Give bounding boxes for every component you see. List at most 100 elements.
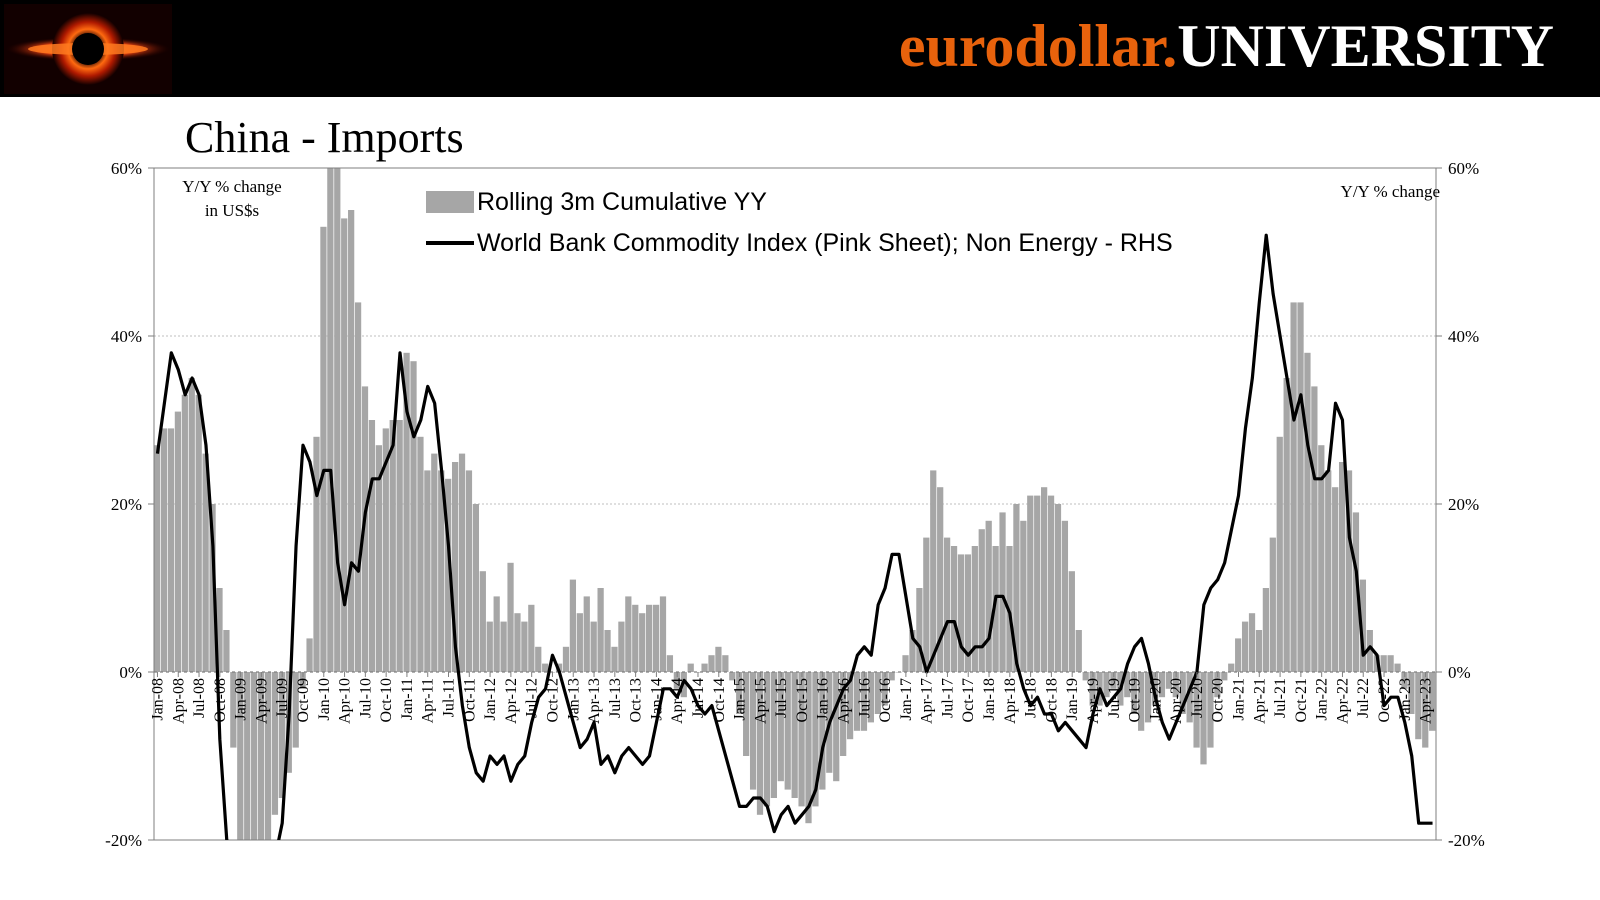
bar [521,621,528,672]
bar [1429,672,1436,731]
bar [1394,663,1401,672]
bar [1061,520,1069,672]
bar [188,378,195,672]
bar [1415,672,1422,740]
y-tick-label: -20% [105,831,142,850]
x-tick-label: Jul-13 [607,678,624,718]
bar [361,386,369,672]
x-tick-label: Jul-16 [856,678,873,718]
bar [1352,512,1360,672]
bar [812,672,819,807]
x-tick-label: Jul-08 [191,678,208,718]
bar [763,672,771,807]
bar [833,672,840,782]
bar [1207,672,1214,748]
bar [583,596,590,672]
y2-tick-label: 40% [1448,327,1479,346]
bar [445,478,452,672]
bar [1380,655,1387,672]
bar [1200,672,1207,765]
bar [278,672,285,798]
x-tick-label: Jan-15 [732,678,749,721]
x-tick-label: Oct-12 [544,678,561,722]
x-tick-label: Apr-18 [1002,678,1019,724]
bar [195,394,202,672]
bar [1034,495,1041,672]
bar [853,672,861,731]
bar [438,470,445,672]
bar [154,445,161,672]
bar [341,218,348,672]
x-tick-label: Jan-23 [1397,678,1414,721]
x-tick-label: Oct-11 [461,678,478,722]
bar [1027,495,1034,672]
bar [257,672,265,840]
bar [743,672,750,756]
x-tick-label: Apr-13 [586,678,603,724]
bar [846,672,854,740]
bar [1144,672,1152,723]
bar [562,646,570,672]
y-axis-left: 60% 40% 20% 0% -20% [105,159,154,850]
bar [1131,672,1138,714]
y2-tick-label: 0% [1448,663,1471,682]
x-tick-label: Oct-13 [628,678,645,722]
x-tick-label: Apr-20 [1168,678,1185,724]
legend-swatch-bar [426,191,474,213]
bar [625,596,632,672]
bar [306,638,313,672]
bar [458,453,466,672]
x-tick-label: Jul-14 [690,678,707,718]
bar [840,672,847,756]
bar [819,672,826,790]
x-tick-label: Jul-15 [773,678,790,718]
bar [569,579,577,672]
bar [271,672,279,815]
bar [1366,630,1373,672]
bar [493,596,500,672]
bar [528,604,535,672]
bar [1228,663,1235,672]
bar [1165,672,1172,689]
x-tick-label: Oct-20 [1210,678,1227,722]
bar [715,646,722,672]
bar [708,655,715,672]
bar [791,672,798,798]
x-tick-label: Jul-19 [1106,678,1123,718]
bar [659,596,667,672]
bar [971,546,978,672]
bar [652,604,660,672]
x-tick-label: Jan-09 [233,678,250,721]
x-tick-label: Oct-08 [212,678,229,722]
x-tick-label: Apr-22 [1334,678,1351,724]
y-tick-label: 0% [119,663,142,682]
bar [320,226,327,673]
x-tick-label: Oct-15 [794,678,811,722]
bar [1075,630,1082,672]
bar [985,520,992,672]
bar [264,672,272,840]
bar [299,672,306,689]
bar [687,663,694,672]
x-tick-label: Jan-08 [149,678,166,721]
bar [930,470,937,672]
bar [1089,672,1096,706]
y-axis-right: 60% 40% 20% 0% -20% [1436,159,1485,850]
bar [368,420,376,672]
x-tick-label: Jan-11 [399,678,416,720]
x-tick-label: Jul-10 [357,678,374,718]
bar [1082,672,1089,681]
bar [1408,672,1415,714]
bar [860,672,868,731]
bar [1103,672,1110,698]
bar [1248,613,1256,672]
bar [1179,672,1186,714]
bar [1290,302,1297,672]
bar [950,546,958,672]
x-tick-label: Apr-19 [1085,678,1102,724]
bar [666,655,674,672]
x-tick-label: Apr-15 [752,678,769,724]
x-tick-label: Jan-16 [815,678,832,721]
bar [334,168,341,673]
bar [1283,378,1290,672]
